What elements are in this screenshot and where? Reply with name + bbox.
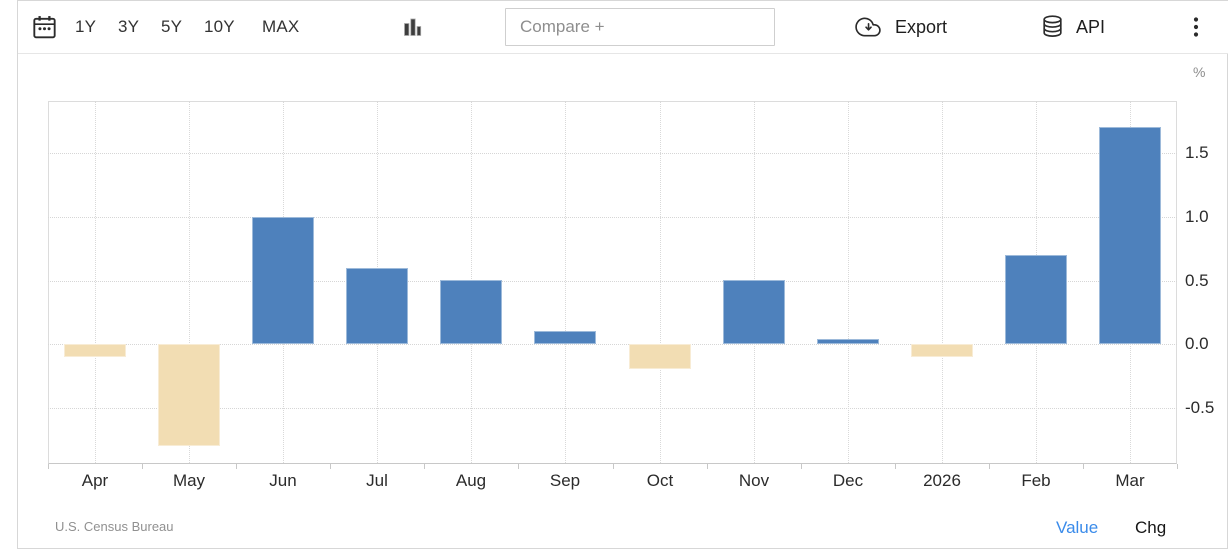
x-axis-tickmark [142,464,143,469]
x-axis-label-jun: Jun [269,471,297,490]
gridline-x [660,101,661,463]
x-axis-tickmark [1177,464,1178,469]
gridline-x [848,101,849,463]
value-toggle-link[interactable]: Value [1056,518,1099,537]
range-button-max[interactable]: MAX [262,17,300,36]
x-axis-tickmark [989,464,990,469]
bar-apr[interactable] [64,344,126,357]
bar-nov[interactable] [723,280,785,344]
x-axis-tickmark [707,464,708,469]
gridline-y [48,153,1177,154]
bar-mar[interactable] [1099,127,1161,344]
more-menu-button[interactable] [1192,1,1200,53]
x-axis-label-jul: Jul [366,471,388,490]
gridline-y [48,281,1177,282]
gridline-x [942,101,943,463]
y-axis-unit-label: % [1193,64,1206,80]
plot-area [48,101,1177,464]
x-axis-tickmark [613,464,614,469]
bar-chart-icon [401,15,423,39]
x-axis-label-apr: Apr [81,471,109,490]
x-axis-label-nov: Nov [738,471,770,490]
api-button[interactable]: API [1040,1,1105,53]
bar-jul[interactable] [346,268,408,344]
y-axis-tick-label: 0.5 [1185,271,1209,290]
x-axis-tickmark [895,464,896,469]
x-axis-label-feb: Feb [1021,471,1051,490]
bar-sep[interactable] [534,331,596,344]
export-button[interactable]: Export [852,1,947,53]
range-button-10y[interactable]: 10Y [204,17,235,36]
bar-dec[interactable] [817,339,879,344]
database-icon [1040,14,1065,41]
range-button-3y[interactable]: 3Y [118,17,140,36]
x-axis-tickmark [801,464,802,469]
chart-type-button[interactable] [401,1,423,53]
calendar-icon [31,14,58,41]
bar-oct[interactable] [629,344,691,369]
x-axis-tickmark [48,464,49,469]
gridline-x [95,101,96,463]
x-axis-tickmark [236,464,237,469]
toolbar: 1Y 3Y 5Y 10Y MAX Export [18,1,1228,54]
x-axis-tickmark [330,464,331,469]
range-button-5y[interactable]: 5Y [161,17,183,36]
bar-aug[interactable] [440,280,502,344]
export-label: Export [895,16,948,37]
x-axis-tickmark [1083,464,1084,469]
x-axis-tickmark [424,464,425,469]
cloud-download-icon [852,14,884,40]
compare-input[interactable] [505,8,775,46]
y-axis-tick-label: 1.0 [1185,207,1209,226]
chg-toggle-link[interactable]: Chg [1135,518,1167,537]
gridline-y [48,217,1177,218]
y-axis-tick-label: 1.5 [1185,143,1209,162]
x-axis-label-sep: Sep [549,471,581,490]
bar-2026[interactable] [911,344,973,357]
gridline-x [565,101,566,463]
x-axis-label-2026: 2026 [923,471,961,490]
x-axis-label-aug: Aug [455,471,487,490]
api-label: API [1076,16,1106,37]
range-button-1y[interactable]: 1Y [75,17,97,36]
x-axis-tickmark [518,464,519,469]
gridline-x [189,101,190,463]
gridline-y [48,408,1177,409]
bar-may[interactable] [158,344,220,446]
y-axis-tick-label: 0.0 [1185,334,1209,353]
x-axis-label-may: May [172,471,206,490]
kebab-menu-icon [1192,16,1200,38]
y-axis-tick-label: -0.5 [1185,398,1215,417]
gridline-y [48,344,1177,345]
bar-feb[interactable] [1005,255,1067,344]
x-axis-label-oct: Oct [646,471,674,490]
x-axis-label-dec: Dec [832,471,864,490]
bar-jun[interactable] [252,217,314,344]
calendar-button[interactable] [31,1,58,53]
x-axis-label-mar: Mar [1115,471,1145,490]
source-attribution: U.S. Census Bureau [55,519,174,534]
